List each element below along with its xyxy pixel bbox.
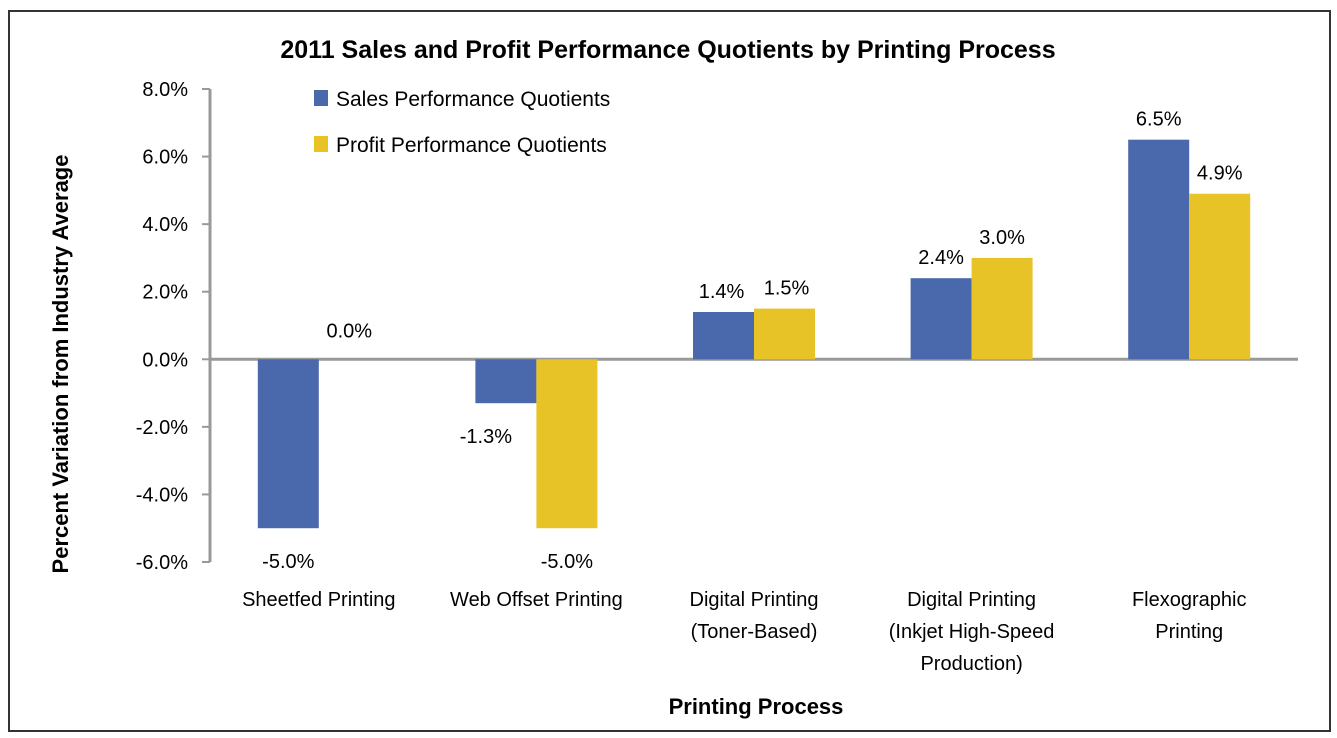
bar-sales	[910, 278, 972, 360]
y-tick-label: 8.0%	[142, 79, 188, 101]
bar-profit	[1189, 193, 1251, 360]
y-tick-label: 4.0%	[142, 214, 188, 236]
data-label: -5.0%	[262, 551, 314, 573]
bar-sales	[1128, 139, 1190, 360]
category-label: Sheetfed Printing	[242, 589, 395, 611]
legend-swatch-profit	[314, 136, 328, 152]
data-label: -1.3%	[460, 426, 512, 448]
data-label: 1.4%	[699, 281, 745, 303]
data-label: 6.5%	[1136, 109, 1182, 131]
bar-sales	[693, 311, 754, 360]
bar-profit	[536, 359, 598, 529]
legend-label: Sales Performance Quotients	[336, 88, 610, 111]
y-tick-label: -2.0%	[136, 417, 188, 439]
bar-profit	[754, 308, 815, 360]
bar-profit	[971, 257, 1033, 360]
chart-frame	[8, 10, 1331, 732]
chart-title: 2011 Sales and Profit Performance Quotie…	[280, 36, 1055, 64]
y-axis-title: Percent Variation from Industry Average	[48, 155, 73, 574]
bars	[257, 139, 1251, 529]
category-label: (Inkjet High-Speed	[889, 621, 1055, 643]
data-label: 0.0%	[327, 320, 373, 342]
y-tick-label: 0.0%	[142, 349, 188, 371]
y-tick-label: -6.0%	[136, 552, 188, 574]
category-label: (Toner-Based)	[691, 621, 818, 643]
category-label: Digital Printing	[690, 589, 819, 611]
y-tick-label: 2.0%	[142, 282, 188, 304]
bar-sales	[257, 359, 319, 529]
data-label: 1.5%	[764, 278, 810, 300]
bar-sales	[475, 359, 537, 404]
category-label: Production)	[920, 653, 1022, 675]
legend-label: Profit Performance Quotients	[336, 134, 607, 157]
data-labels: -5.0% 0.0% -1.3% -5.0% 1.4% 1.5% 2.4% 3.0% 6.5% 4…	[262, 109, 1243, 574]
category-label: Printing	[1155, 621, 1223, 643]
category-label: Flexographic	[1132, 589, 1247, 611]
x-axis-title: Printing Process	[669, 694, 844, 719]
y-tick-label: -4.0%	[136, 484, 188, 506]
x-axis-categories: Sheetfed Printing Web Offset Printing Digi…	[242, 589, 1246, 675]
category-label: Web Offset Printing	[450, 589, 623, 611]
data-label: 3.0%	[979, 227, 1025, 249]
category-label: Digital Printing	[907, 589, 1036, 611]
data-label: 2.4%	[918, 247, 964, 269]
legend: Sales Performance Quotients Profit Perfor…	[314, 88, 610, 157]
y-tick-label: 6.0%	[142, 147, 188, 169]
data-label: 4.9%	[1197, 163, 1243, 185]
legend-swatch-sales	[314, 90, 328, 106]
data-label: -5.0%	[541, 551, 593, 573]
